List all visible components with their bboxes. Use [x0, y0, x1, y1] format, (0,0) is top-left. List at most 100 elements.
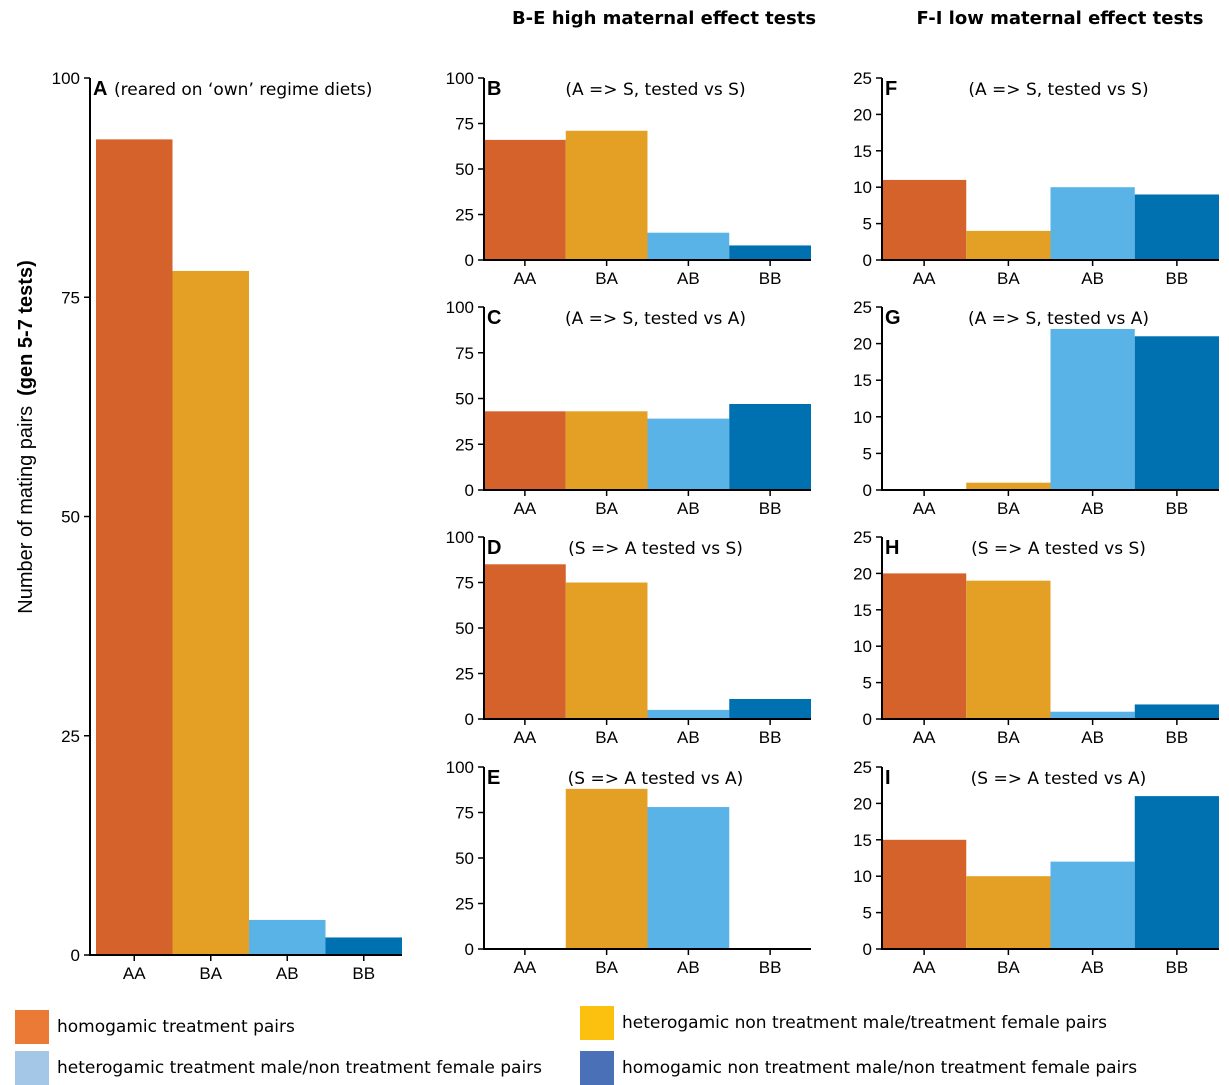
bar-b-ba	[565, 130, 648, 260]
y-tick-label: 0	[863, 940, 872, 959]
y-tick-label: 15	[853, 371, 872, 390]
y-tick-label: 15	[853, 831, 872, 850]
y-tick-label: 10	[853, 178, 872, 197]
bar-f-bb	[1134, 194, 1219, 260]
bar-c-ab	[647, 418, 730, 490]
y-tick-label: 25	[853, 69, 872, 88]
bar-f-ab	[1050, 187, 1135, 260]
bar-g-ab	[1050, 328, 1135, 490]
bar-f-aa	[882, 179, 967, 260]
x-tick-label: AA	[913, 958, 936, 977]
y-tick-label: 20	[853, 335, 872, 354]
y-tick-label: 10	[853, 408, 872, 427]
panel-letter: A	[93, 78, 107, 100]
x-tick-label: AA	[514, 728, 537, 747]
y-tick-label: 10	[853, 637, 872, 656]
x-tick-label: BA	[595, 958, 618, 977]
x-tick-label: AA	[913, 269, 936, 288]
x-tick-label: AB	[1081, 958, 1104, 977]
panel-subtitle: (reared on ‘own’ regime diets)	[114, 80, 372, 100]
y-tick-label: 15	[853, 142, 872, 161]
x-tick-label: BA	[199, 964, 222, 983]
x-tick-label: BA	[595, 499, 618, 518]
x-tick-label: AA	[514, 499, 537, 518]
panel-f: 0 5 10 15 20 25 AA BA AB BB F (A => S, tested vs S)	[853, 69, 1219, 288]
y-tick-label: 50	[455, 160, 474, 179]
x-tick-label: BB	[1166, 499, 1189, 518]
panel-h: 0 5 10 15 20 25 AA BA AB BB H (S => A tested vs S)	[853, 528, 1219, 747]
y-tick-label: 100	[446, 758, 474, 777]
y-tick-label: 75	[455, 115, 474, 134]
y-tick-label: 75	[455, 574, 474, 593]
y-tick-label: 25	[853, 528, 872, 547]
panel-letter: D	[487, 537, 501, 559]
bar-d-aa	[484, 564, 566, 719]
bar-i-bb	[1134, 796, 1219, 949]
bar-c-ba	[565, 411, 648, 490]
y-tick-label: 25	[61, 727, 80, 746]
bar-h-bb	[1134, 704, 1219, 719]
x-tick-label: BA	[997, 499, 1020, 518]
bar-h-ab	[1050, 711, 1135, 719]
bar-i-aa	[882, 839, 967, 949]
y-tick-label: 100	[446, 69, 474, 88]
y-tick-label: 0	[71, 946, 80, 965]
y-tick-label: 5	[863, 674, 872, 693]
y-tick-label: 0	[863, 710, 872, 729]
bar-c-aa	[484, 411, 566, 490]
x-tick-label: BA	[997, 269, 1020, 288]
y-tick-label: 20	[853, 794, 872, 813]
y-tick-label: 0	[863, 481, 872, 500]
y-tick-label: 25	[455, 665, 474, 684]
x-tick-label: AA	[514, 958, 537, 977]
header-left: B-E high maternal effect tests	[512, 8, 816, 29]
bar-d-ab	[647, 709, 730, 719]
y-tick-label: 25	[853, 758, 872, 777]
y-tick-label: 15	[853, 601, 872, 620]
bar-e-ba	[565, 788, 648, 949]
panel-i: 0 5 10 15 20 25 AA BA AB BB I (S => A tested vs A)	[853, 758, 1219, 977]
bar-g-bb	[1134, 336, 1219, 490]
panel-letter: B	[487, 78, 501, 100]
panel-letter: C	[487, 307, 501, 329]
y-tick-label: 0	[465, 710, 474, 729]
y-tick-label: 0	[465, 251, 474, 270]
x-tick-label: BA	[595, 728, 618, 747]
x-tick-label: AA	[913, 728, 936, 747]
y-tick-label: 50	[455, 619, 474, 638]
y-tick-label: 25	[455, 895, 474, 914]
x-tick-label: BB	[759, 958, 782, 977]
y-tick-label: 5	[863, 904, 872, 923]
bar-e-ab	[647, 807, 730, 949]
y-tick-label: 75	[61, 288, 80, 307]
bar-i-ba	[966, 876, 1051, 949]
bar-f-ba	[966, 230, 1051, 260]
y-tick-label: 75	[455, 344, 474, 363]
x-tick-label: AB	[677, 958, 700, 977]
bar-g-ba	[966, 482, 1051, 490]
x-tick-label: AA	[913, 499, 936, 518]
x-tick-label: BA	[997, 958, 1020, 977]
panel-c: 0 25 50 75 100 AA BA AB BB C (A => S, tested vs A)	[446, 298, 811, 518]
panel-letter: E	[487, 767, 500, 789]
y-tick-label: 5	[863, 444, 872, 463]
x-tick-label: BB	[1166, 728, 1189, 747]
y-tick-label: 0	[465, 940, 474, 959]
y-axis-title-bold: (gen 5-7 tests)	[15, 260, 37, 396]
x-tick-label: BA	[595, 269, 618, 288]
x-tick-label: BB	[759, 269, 782, 288]
panel-subtitle: (S => A tested vs S)	[568, 539, 743, 559]
bar-a-aa	[96, 139, 173, 955]
x-tick-label: BB	[759, 728, 782, 747]
bar-i-ab	[1050, 861, 1135, 949]
y-tick-label: 100	[52, 69, 80, 88]
y-tick-label: 10	[853, 867, 872, 886]
bar-a-ba	[172, 270, 249, 955]
y-tick-label: 50	[61, 508, 80, 527]
x-tick-label: AB	[1081, 728, 1104, 747]
y-tick-label: 0	[863, 251, 872, 270]
x-tick-label: AB	[677, 728, 700, 747]
header-right: F-I low maternal effect tests	[917, 8, 1204, 29]
